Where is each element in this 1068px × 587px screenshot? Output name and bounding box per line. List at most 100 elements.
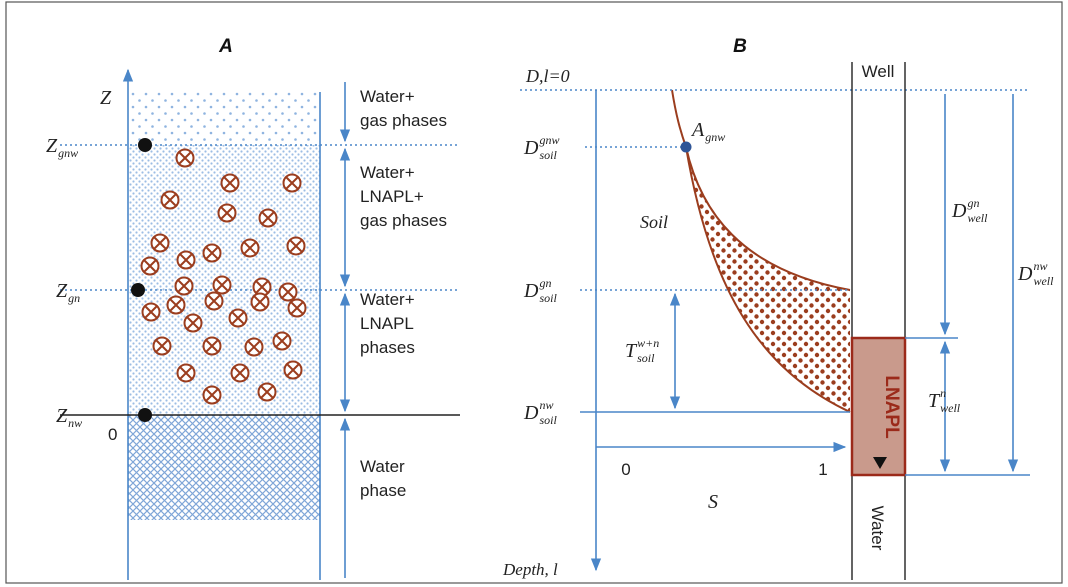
droplet-cross [260,385,274,399]
lnapl-droplet [217,203,237,223]
droplet-cross [220,206,234,220]
symbol-sup: nw [539,398,553,412]
lnapl-droplet [212,275,232,295]
droplet-cross [247,340,261,354]
lnapl-droplet [244,337,264,357]
symbol-base: T [928,390,941,412]
symbol-sub: well [1033,274,1054,288]
droplet-cross [205,246,219,260]
water-label: Water [868,506,887,551]
symbol-base: Z [56,405,68,427]
lnapl-droplet [141,302,161,322]
lnapl-droplet [258,208,278,228]
lnapl-droplet [287,298,307,318]
droplet-cross [223,176,237,190]
curve [685,146,851,291]
droplet-cross [155,339,169,353]
droplet-cross [205,339,219,353]
symbol-sub: gn [68,291,80,305]
depth-label: Depth, l [502,560,558,579]
zone-label: gas phases [360,211,447,230]
droplet-cross [144,305,158,319]
droplet-cross [143,259,157,273]
symbol-sub: soil [539,413,557,427]
s-tick: 0 [621,460,630,479]
level-point [131,283,145,297]
water-level [873,457,887,469]
lnapl-droplet [150,233,170,253]
symbol-sub: nw [68,416,82,430]
axis-label: Z [100,87,112,109]
lnapl-droplet [286,236,306,256]
frame [5,1,1063,584]
droplet-cross [178,151,192,165]
symbol-sub: soil [539,291,557,305]
lnapl-zone [686,147,850,412]
lnapl-droplet [282,173,302,193]
droplet-cross [281,285,295,299]
zone-label: LNAPL [360,314,414,333]
lnapl-droplet [283,360,303,380]
soil-label: Soil [640,212,668,232]
symbol-base: D [1017,263,1033,285]
lnapl-droplet [140,256,160,276]
droplet-cross [231,311,245,325]
lnapl-droplet [230,363,250,383]
droplet-cross [179,366,193,380]
lnapl-droplet [252,277,272,297]
lnapl-droplet [175,148,195,168]
symbol-sub: soil [539,148,557,162]
lnapl-droplet [240,238,260,258]
symbol-sub: well [967,211,988,225]
origin-label: 0 [108,425,117,444]
symbol-base: D [523,402,539,424]
lnapl-droplet [272,331,292,351]
level-point [138,138,152,152]
lnapl-droplet [202,336,222,356]
lnapl-droplet [250,292,270,312]
symbol-sub: soil [637,351,655,365]
lnapl-droplet [278,282,298,302]
droplet-cross [261,211,275,225]
symbol-base: A [690,119,705,141]
lnapl-droplet [202,243,222,263]
droplet-cross [169,298,183,312]
droplet-cross [253,295,267,309]
symbol-base: D [523,137,539,159]
symbol-base: D [951,200,967,222]
lnapl-droplet [183,313,203,333]
symbol-sup: w+n [637,336,659,350]
symbol-sub: gnw [58,146,78,160]
level-point [138,408,152,422]
droplet-cross [243,241,257,255]
droplet-cross [255,280,269,294]
lnapl-droplet [220,173,240,193]
symbol-sup: gn [967,196,979,210]
lnapl-droplet [228,308,248,328]
droplet-cross [285,176,299,190]
symbol-sup: nw [1033,259,1047,273]
lnapl-column [850,336,907,477]
symbol-sub: well [940,401,961,415]
zone-label: phase [360,481,406,500]
surface-label: D,l=0 [525,66,570,86]
point [680,141,692,153]
droplet-cross [290,301,304,315]
symbol-base: Z [56,280,68,302]
droplet-cross [177,279,191,293]
lnapl-label: LNAPL [881,375,902,439]
droplet-cross [289,239,303,253]
panel-title: B [733,36,747,57]
symbol-base: Z [46,135,58,157]
zone-label: gas phases [360,111,447,130]
zone-label: phases [360,338,415,357]
